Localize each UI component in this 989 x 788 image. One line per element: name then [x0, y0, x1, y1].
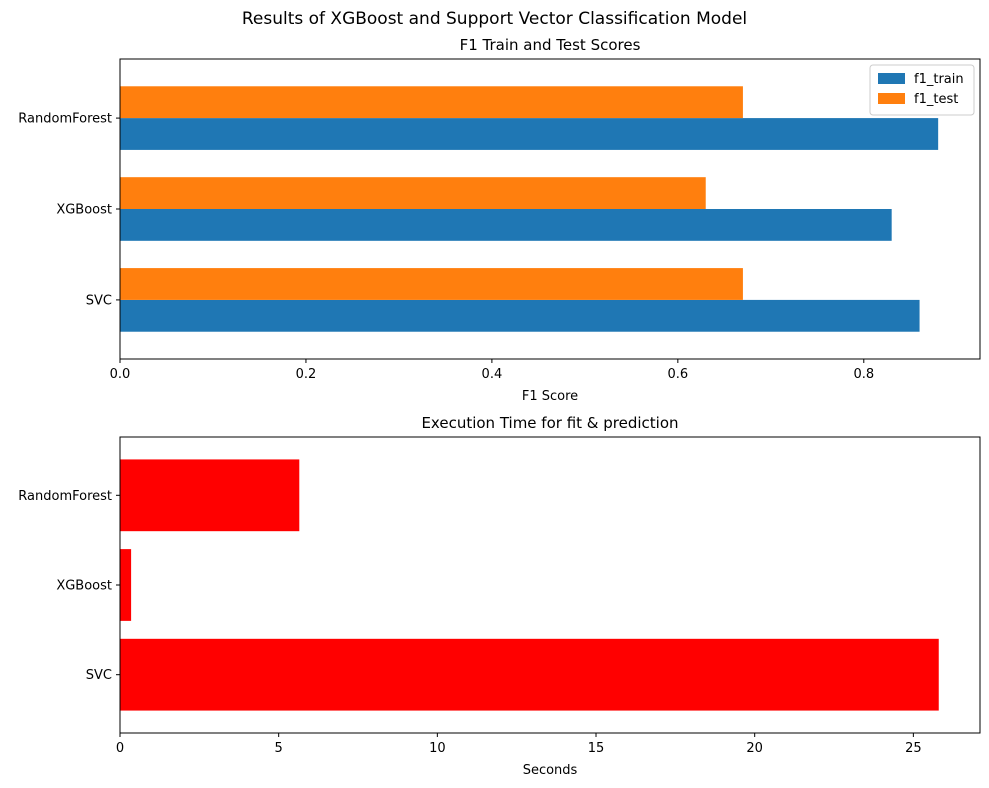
x-tick-label: 0.0	[110, 367, 131, 382]
x-tick-label: 0	[116, 741, 124, 756]
chart-title: Execution Time for fit & prediction	[421, 414, 678, 432]
bar-randomforest	[120, 459, 300, 532]
bar-f1-train-randomforest	[120, 118, 939, 150]
chart-title: F1 Train and Test Scores	[460, 36, 641, 54]
x-tick-label: 0.2	[296, 367, 317, 382]
bar-f1-test-xgboost	[120, 177, 706, 209]
bar-f1-train-xgboost	[120, 209, 892, 241]
x-tick-label: 0.6	[667, 367, 688, 382]
f1-scores-chart: F1 Train and Test Scores SVC XGBoost Random…	[18, 36, 981, 404]
x-tick-label: 0.8	[853, 367, 874, 382]
legend-label-f1-train: f1_train	[914, 72, 964, 87]
x-axis-label: Seconds	[523, 763, 578, 778]
x-tick-label: 5	[275, 741, 283, 756]
bar-svc	[120, 638, 939, 711]
y-tick-label: XGBoost	[56, 579, 112, 594]
y-tick-label: RandomForest	[18, 489, 112, 504]
x-tick-label: 25	[905, 741, 922, 756]
legend-swatch-f1-test	[878, 93, 905, 104]
legend-swatch-f1-train	[878, 73, 905, 84]
x-tick-label: 20	[746, 741, 763, 756]
x-tick-label: 15	[588, 741, 605, 756]
x-tick-label: 0.4	[482, 367, 503, 382]
legend: f1_train f1_test	[869, 64, 975, 116]
bar-f1-train-svc	[120, 299, 920, 332]
x-tick-label: 10	[429, 741, 446, 756]
x-axis-label: F1 Score	[522, 389, 578, 404]
y-tick-label: SVC	[86, 668, 112, 683]
figure-title: Results of XGBoost and Support Vector Cl…	[242, 9, 747, 29]
bar-f1-test-randomforest	[120, 86, 743, 119]
bar-f1-test-svc	[120, 268, 743, 300]
y-tick-label: XGBoost	[56, 203, 112, 218]
legend-label-f1-test: f1_test	[914, 92, 958, 107]
y-tick-label: RandomForest	[18, 112, 112, 127]
y-tick-label: SVC	[86, 293, 112, 308]
bar-xgboost	[120, 549, 132, 621]
execution-time-chart: Execution Time for fit & prediction SVC XG…	[18, 414, 981, 778]
